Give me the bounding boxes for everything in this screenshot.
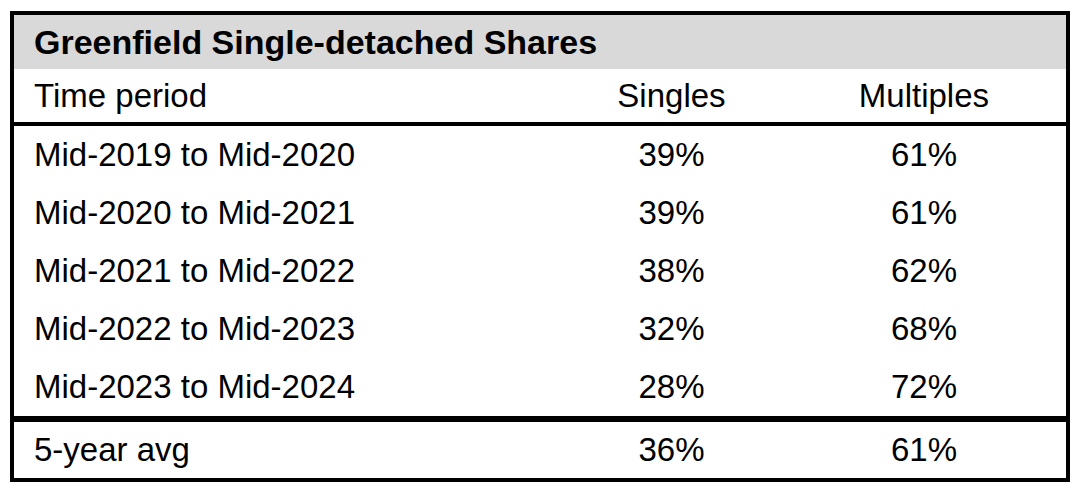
table-row: Mid-2022 to Mid-2023 32% 68% — [14, 300, 1066, 358]
cell-period: Mid-2019 to Mid-2020 — [14, 136, 561, 174]
header-time-period: Time period — [14, 77, 561, 115]
cell-multiples: 62% — [782, 252, 1066, 290]
cell-period: Mid-2020 to Mid-2021 — [14, 194, 561, 232]
cell-singles: 36% — [561, 431, 782, 469]
cell-singles: 38% — [561, 252, 782, 290]
page: Greenfield Single-detached Shares Time p… — [0, 0, 1080, 504]
header-singles: Singles — [561, 77, 782, 115]
cell-singles: 39% — [561, 136, 782, 174]
table-row: Mid-2023 to Mid-2024 28% 72% — [14, 358, 1066, 416]
table-title: Greenfield Single-detached Shares — [34, 23, 597, 62]
table-header-row: Time period Singles Multiples — [14, 69, 1066, 126]
cell-period: Mid-2022 to Mid-2023 — [14, 310, 561, 348]
cell-period: Mid-2021 to Mid-2022 — [14, 252, 561, 290]
cell-multiples: 61% — [782, 431, 1066, 469]
table-row: Mid-2019 to Mid-2020 39% 61% — [14, 126, 1066, 184]
table-row: Mid-2021 to Mid-2022 38% 62% — [14, 242, 1066, 300]
cell-multiples: 68% — [782, 310, 1066, 348]
cell-multiples: 72% — [782, 368, 1066, 406]
header-multiples: Multiples — [782, 77, 1066, 115]
cell-multiples: 61% — [782, 136, 1066, 174]
cell-singles: 32% — [561, 310, 782, 348]
table-body: Mid-2019 to Mid-2020 39% 61% Mid-2020 to… — [14, 126, 1066, 416]
greenfield-shares-table: Greenfield Single-detached Shares Time p… — [10, 11, 1070, 482]
table-title-row: Greenfield Single-detached Shares — [14, 15, 1066, 69]
table-footer-row: 5-year avg 36% 61% — [14, 422, 1066, 478]
cell-period: 5-year avg — [14, 431, 561, 469]
cell-singles: 28% — [561, 368, 782, 406]
cell-multiples: 61% — [782, 194, 1066, 232]
cell-singles: 39% — [561, 194, 782, 232]
cell-period: Mid-2023 to Mid-2024 — [14, 368, 561, 406]
table-row: Mid-2020 to Mid-2021 39% 61% — [14, 184, 1066, 242]
